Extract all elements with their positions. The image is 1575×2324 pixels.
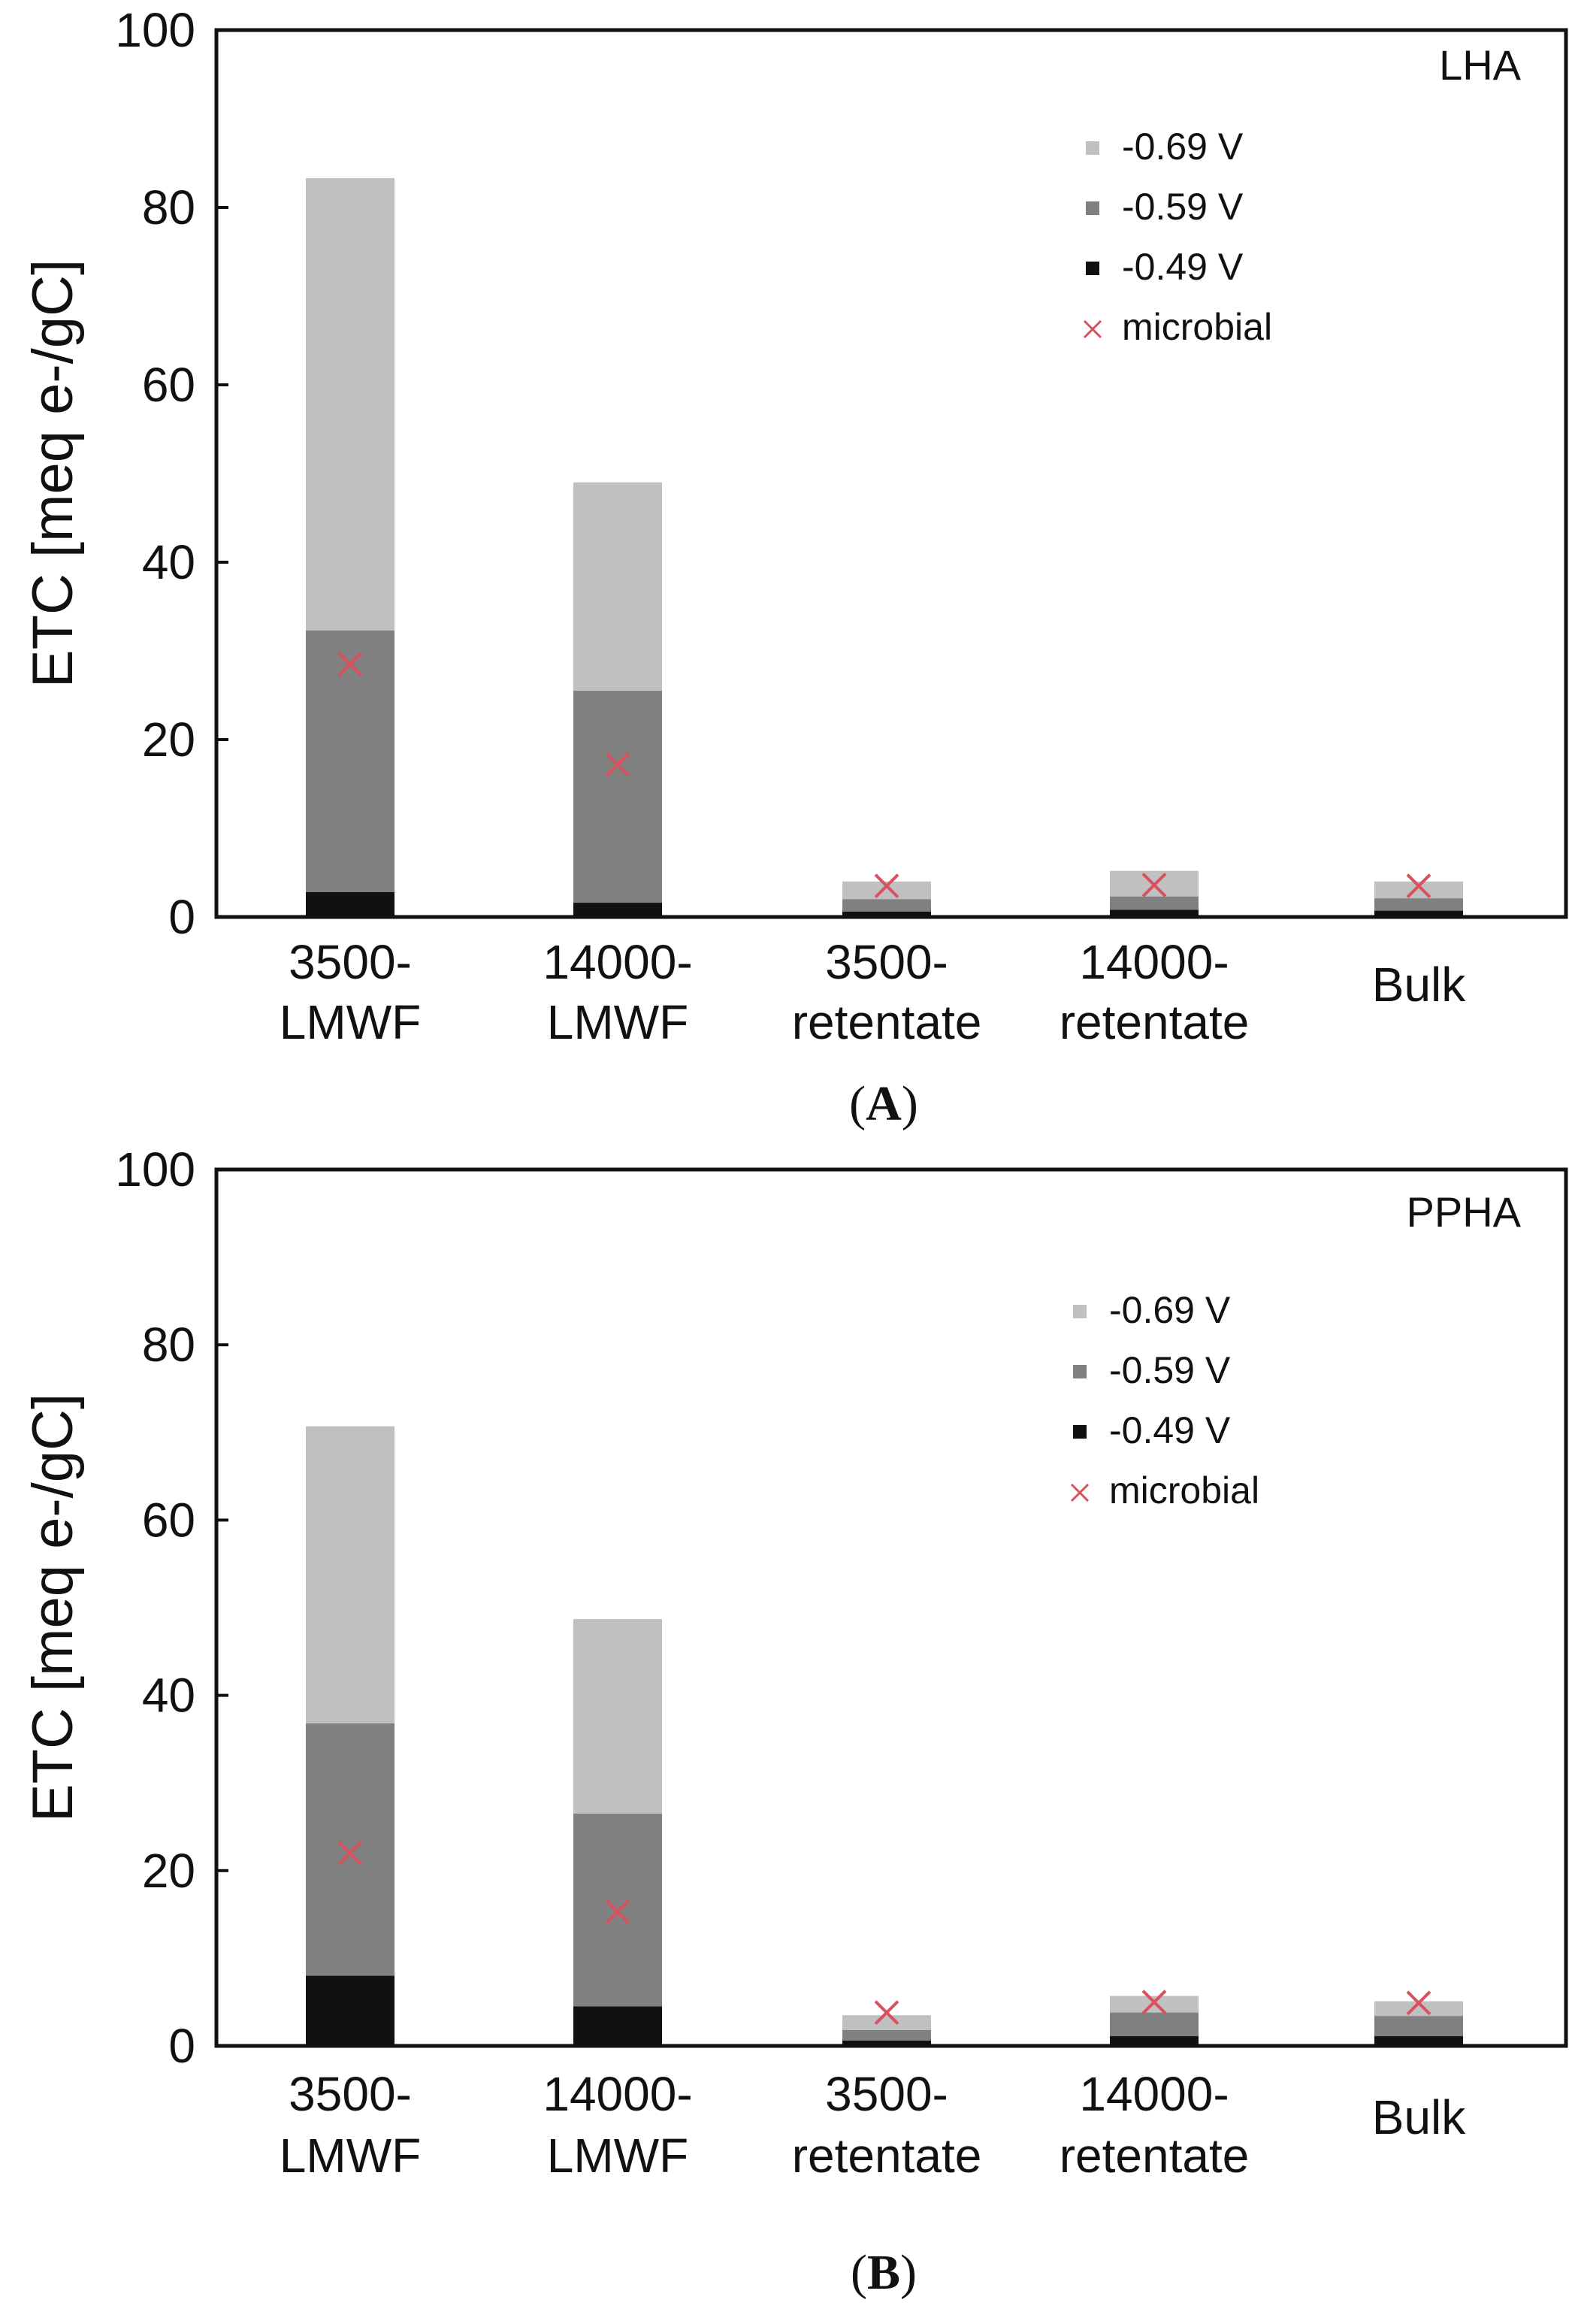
bar-segment xyxy=(306,891,395,917)
x-tick-label: 14000- xyxy=(543,935,692,989)
bar-segment xyxy=(306,1975,395,2046)
y-tick-label: 80 xyxy=(142,180,195,235)
bar-segment xyxy=(1110,909,1199,917)
x-tick-label: 14000- xyxy=(1079,935,1229,989)
bar-segment xyxy=(306,630,395,917)
legend-label: microbial xyxy=(1109,1469,1259,1512)
microbial-marker xyxy=(1406,1990,1431,2016)
panel-paren-close: ) xyxy=(902,1076,918,1131)
legend-label: -0.49 V xyxy=(1109,1409,1231,1451)
marker-stroke xyxy=(337,652,363,677)
plot-frame xyxy=(214,1167,1568,2048)
legend-swatch xyxy=(1073,1305,1087,1318)
legend-marker xyxy=(1083,319,1102,339)
x-tick-label: LMWF xyxy=(547,2129,688,2183)
x-tick-label: 3500- xyxy=(825,935,948,989)
x-tick-label: LMWF xyxy=(280,2129,421,2183)
legend-swatch xyxy=(1086,141,1099,155)
x-tick-label: Bulk xyxy=(1372,958,1467,1012)
panel-letter: A xyxy=(866,1076,902,1131)
microbial-marker xyxy=(1141,1990,1167,2015)
y-tick-label: 100 xyxy=(115,3,195,57)
legend-label: -0.49 V xyxy=(1122,246,1244,288)
y-tick-label: 40 xyxy=(142,535,195,589)
x-tick-label: 14000- xyxy=(1079,2067,1229,2121)
microbial-marker xyxy=(1406,873,1431,899)
marker-stroke xyxy=(874,2000,899,2026)
y-tick-label: 60 xyxy=(142,358,195,412)
microbial-marker xyxy=(337,652,363,677)
microbial-marker xyxy=(605,752,630,777)
microbial-marker xyxy=(874,2000,899,2026)
marker-stroke xyxy=(605,752,630,777)
legend-swatch xyxy=(1073,1425,1087,1439)
legend-label: -0.59 V xyxy=(1109,1349,1231,1391)
legend: -0.69 V -0.59 V -0.49 V microbial xyxy=(1070,1289,1259,1512)
bar-segment xyxy=(573,903,662,917)
x-tick-label: LMWF xyxy=(547,995,688,1049)
x-tick-label: 3500- xyxy=(289,2067,412,2121)
legend-swatch xyxy=(1086,262,1099,275)
bar-segment xyxy=(1374,2036,1463,2046)
y-tick-label: 20 xyxy=(142,1844,195,1898)
chart-panel-b: 0 20 40 60 80 100 ETC [meq e-/gC] 3500- LMWF 1400… xyxy=(21,1142,1568,2300)
microbial-marker xyxy=(874,873,899,899)
bar-segment xyxy=(573,2006,662,2046)
x-tick-label: LMWF xyxy=(280,995,421,1049)
y-axis-label: ETC [meq e-/gC] xyxy=(21,259,85,688)
x-tick-label: retentate xyxy=(792,2129,982,2183)
marker-stroke xyxy=(874,873,899,899)
microbial-marker xyxy=(337,1841,363,1866)
legend-swatch xyxy=(1073,1365,1087,1378)
y-tick-label: 100 xyxy=(115,1142,195,1197)
x-tick-label: 14000- xyxy=(543,2067,692,2121)
legend-swatch xyxy=(1086,201,1099,215)
marker-stroke xyxy=(337,1841,363,1866)
marker-stroke xyxy=(1406,1990,1431,2016)
legend-marker xyxy=(1070,1483,1090,1502)
panel-paren-close: ) xyxy=(900,2245,917,2300)
y-tick-label: 0 xyxy=(168,2019,195,2073)
bar-segment xyxy=(1374,910,1463,917)
x-tick-label: retentate xyxy=(792,995,982,1049)
bar-segment xyxy=(573,691,662,917)
legend-label: -0.59 V xyxy=(1122,186,1244,228)
x-tick-label: 3500- xyxy=(825,2067,948,2121)
panel-paren-open: ( xyxy=(851,2245,867,2300)
panel-letter: B xyxy=(867,2245,900,2300)
legend: -0.69 V -0.59 V -0.49 V microbial xyxy=(1083,126,1272,348)
legend-label: -0.69 V xyxy=(1109,1289,1231,1331)
bar-segment xyxy=(842,2041,931,2046)
y-tick-label: 20 xyxy=(142,713,195,767)
y-tick-label: 60 xyxy=(142,1493,195,1547)
panel-caption: (A) xyxy=(849,1076,918,1131)
bar-segment xyxy=(842,911,931,917)
plot-frame xyxy=(214,28,1568,919)
marker-stroke xyxy=(605,1899,630,1925)
corner-label: LHA xyxy=(1439,41,1522,89)
legend-label: -0.69 V xyxy=(1122,126,1244,168)
x-tick-label: Bulk xyxy=(1372,2090,1467,2144)
x-tick-label: 3500- xyxy=(289,935,412,989)
microbial-marker xyxy=(605,1899,630,1925)
y-tick-label: 0 xyxy=(168,890,195,944)
marker-stroke xyxy=(1406,873,1431,899)
chart-panel-a: 0 20 40 60 80 100 ETC [meq e-/gC] 3500- LMWF 1400… xyxy=(21,3,1568,1131)
marker-stroke xyxy=(1141,1990,1167,2015)
corner-label: PPHA xyxy=(1407,1188,1522,1236)
bar-segment xyxy=(1110,2036,1199,2046)
legend-label: microbial xyxy=(1122,306,1272,348)
y-tick-label: 80 xyxy=(142,1318,195,1372)
y-tick-label: 40 xyxy=(142,1669,195,1723)
y-axis-label: ETC [meq e-/gC] xyxy=(21,1393,85,1822)
marker-stroke xyxy=(1141,873,1167,897)
panel-paren-open: ( xyxy=(849,1076,866,1131)
panel-caption: (B) xyxy=(851,2245,917,2300)
microbial-marker xyxy=(1141,873,1167,897)
x-tick-label: retentate xyxy=(1060,995,1250,1049)
x-tick-label: retentate xyxy=(1060,2129,1250,2183)
